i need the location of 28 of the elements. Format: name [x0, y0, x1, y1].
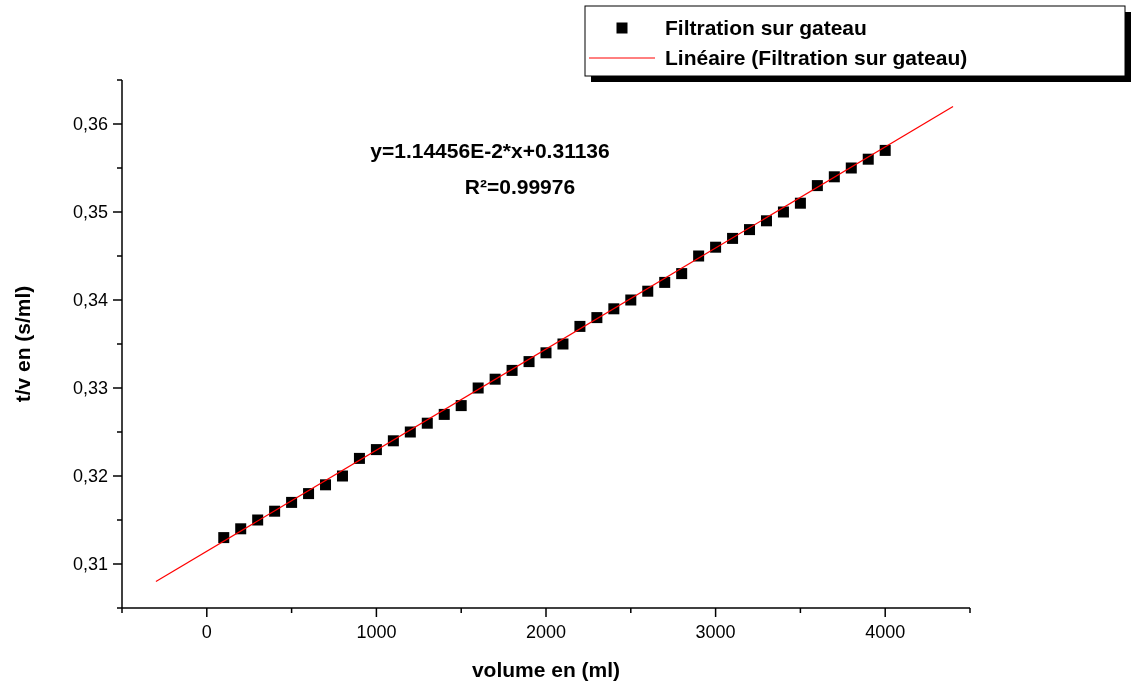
x-tick-label: 4000: [865, 622, 906, 642]
y-tick-label: 0,31: [72, 554, 108, 574]
x-tick-label: 0: [201, 622, 212, 642]
point: [659, 276, 671, 288]
point: [218, 532, 230, 544]
y-tick-label: 0,36: [72, 114, 108, 134]
y-axis-title: t/v en (s/ml): [11, 285, 34, 403]
x-tick-label: 3000: [695, 622, 736, 642]
x-tick-label: 1000: [356, 622, 397, 642]
y-tick-label: 0,33: [72, 378, 108, 398]
point: [421, 417, 433, 429]
point: [336, 470, 348, 482]
annotation: R²=0.99976: [464, 175, 576, 198]
point: [320, 479, 332, 491]
x-axis-title: volume en (ml): [471, 658, 621, 681]
point: [438, 408, 450, 420]
y-tick-label: 0,34: [72, 290, 108, 310]
point: [676, 268, 688, 280]
y-tick-label: 0,32: [72, 466, 108, 486]
x-tick-label: 2000: [525, 622, 567, 642]
point: [557, 338, 569, 350]
legend-label: Filtration sur gateau: [665, 16, 867, 39]
point: [777, 206, 789, 218]
annotation: y=1.14456E-2*x+0.31136: [370, 139, 610, 162]
point: [455, 400, 467, 412]
point: [794, 197, 806, 209]
legend-label: Linéaire (Filtration sur gateau): [665, 46, 968, 69]
y-tick-label: 0,35: [72, 202, 108, 222]
